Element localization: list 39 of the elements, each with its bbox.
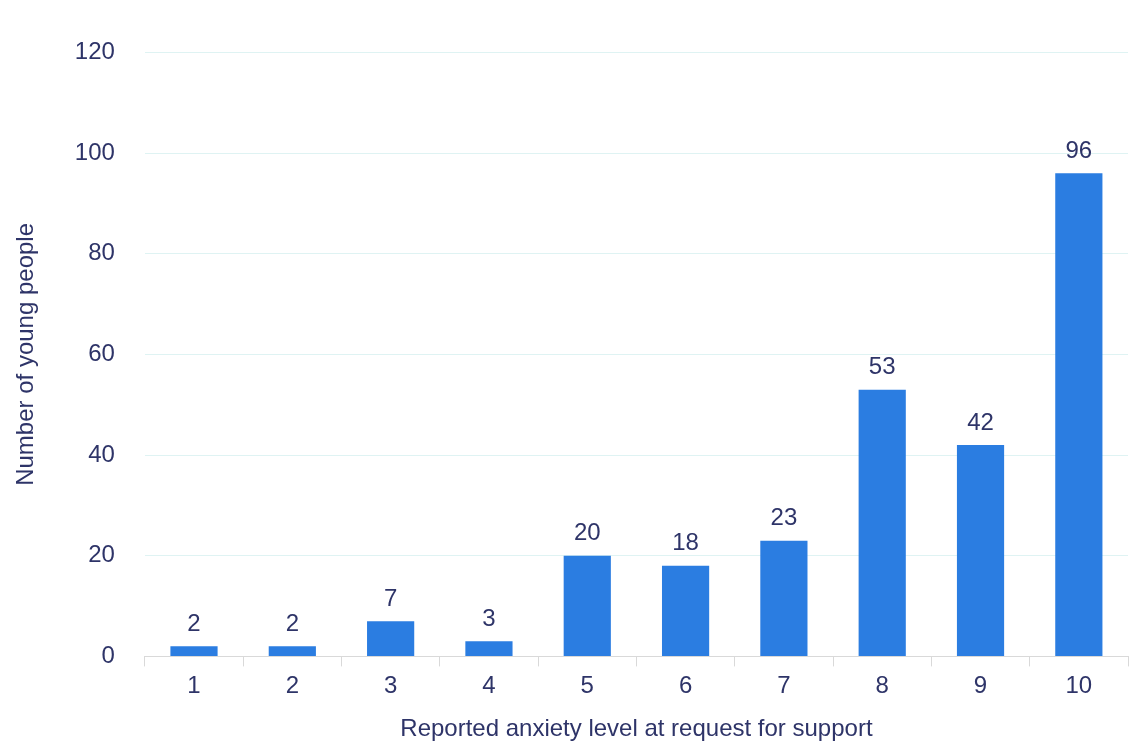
bar [268, 646, 316, 656]
y-tick-label: 0 [101, 641, 115, 669]
bar [465, 641, 513, 656]
bar [563, 555, 611, 656]
data-label: 18 [672, 528, 699, 556]
x-tick-label: 4 [482, 671, 496, 699]
x-tick-label: 3 [383, 671, 398, 699]
x-tick-label: 5 [580, 671, 594, 699]
x-axis-title: Reported anxiety level at request for support [400, 714, 873, 742]
data-label: 23 [770, 503, 798, 531]
y-tick-label: 40 [88, 439, 115, 467]
x-tick-label: 2 [285, 671, 299, 699]
data-label: 42 [967, 407, 994, 435]
x-tick-label: 10 [1065, 671, 1093, 699]
x-tick-label: 9 [973, 671, 988, 699]
bar [661, 565, 710, 656]
bar [858, 389, 906, 656]
y-tick-label: 80 [88, 238, 115, 266]
bar [956, 445, 1005, 656]
y-tick-label: 100 [74, 137, 115, 165]
data-label: 53 [868, 352, 896, 380]
data-label: 7 [383, 583, 398, 611]
data-label: 3 [482, 603, 496, 631]
bar [1055, 173, 1103, 656]
data-label: 96 [1065, 135, 1093, 163]
bar [760, 540, 808, 656]
data-label: 2 [285, 608, 299, 636]
x-tick-label: 7 [777, 671, 791, 699]
y-tick-label: 60 [88, 339, 115, 367]
data-label: 20 [573, 518, 601, 546]
data-label: 2 [187, 608, 201, 636]
y-axis-title: Number of young people [11, 222, 39, 486]
bar [367, 621, 415, 656]
x-tick-label: 8 [875, 671, 889, 699]
bar [170, 646, 218, 656]
x-tick-label: 1 [187, 671, 201, 699]
x-tick-label: 6 [678, 671, 693, 699]
y-tick-label: 120 [74, 37, 115, 65]
y-tick-label: 20 [88, 540, 115, 568]
